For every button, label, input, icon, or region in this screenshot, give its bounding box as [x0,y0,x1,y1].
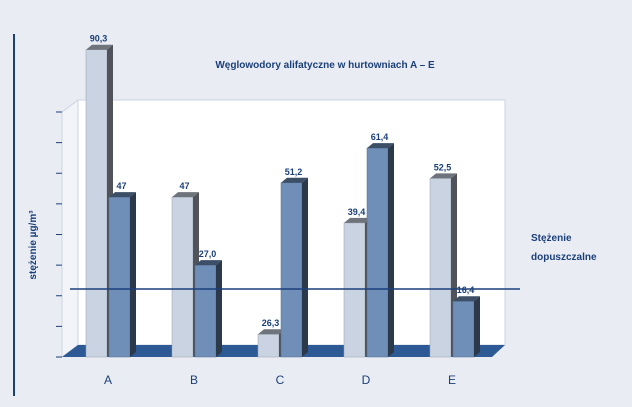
bar-side [130,192,136,357]
x-axis-labels: A B C D E [104,373,456,387]
bar [367,143,394,357]
x-tick-label: C [276,373,285,387]
data-label: 51,2 [285,167,303,177]
data-label: 61,4 [371,132,389,142]
data-label: 47 [179,181,189,191]
x-tick-label: B [190,373,198,387]
bar-front [430,178,451,357]
bar-side [388,143,394,357]
bar-front [281,183,302,357]
bar [453,296,480,357]
bar-front [172,197,193,357]
bar [195,260,222,357]
data-label: 27,0 [199,249,217,259]
bar [109,192,136,357]
bar-side [216,260,222,357]
bar-front [109,197,130,357]
bar-front [367,148,388,357]
bar-front [258,334,279,357]
bar-front [344,223,365,357]
bar-side [302,178,308,357]
data-label: 52,5 [434,162,452,172]
bar-side [474,296,480,357]
data-label: 39,4 [348,207,366,217]
x-tick-label: A [104,373,112,387]
bar-front [86,50,107,357]
x-tick-label: D [362,373,371,387]
y-axis-ticks [56,112,62,357]
x-tick-label: E [448,373,456,387]
data-label: 90,3 [90,34,108,44]
legend: Stężenie dopuszczalne [531,229,631,267]
chart-title: Węglowodory alifatyczne w hurtowniach A … [215,60,435,71]
reference-line-legend-label: Stężenie dopuszczalne [531,229,631,267]
side-wall [62,100,78,357]
bar-front [453,301,474,357]
data-label: 16,4 [457,285,475,295]
data-label: 26,3 [262,318,280,328]
bar [281,178,308,357]
data-label: 47 [116,181,126,191]
bar-front [195,265,216,357]
y-axis-label: stężenie µg/m³ [28,210,39,280]
